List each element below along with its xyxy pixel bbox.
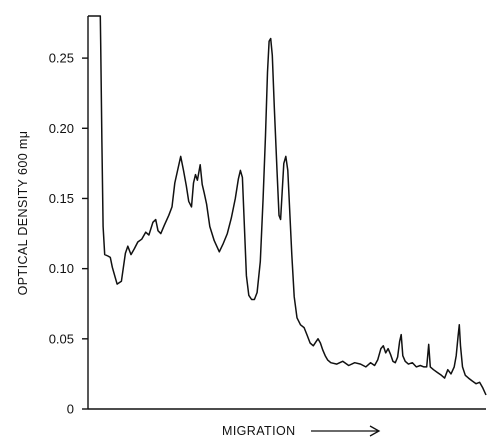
axes: [87, 16, 486, 410]
y-axis-ticks: 0 0.05 0.10 0.15 0.20 0.25: [49, 51, 88, 417]
optical-density-series-line: [88, 15, 487, 396]
y-tick-label: 0: [67, 402, 74, 417]
y-tick-label: 0.25: [49, 51, 74, 66]
y-axis-title: OPTICAL DENSITY 600 mμ: [16, 131, 30, 296]
y-tick-label: 0.10: [49, 261, 74, 276]
y-tick-label: 0.20: [49, 121, 74, 136]
x-axis-title: MIGRATION: [222, 424, 296, 438]
y-tick-label: 0.15: [49, 191, 74, 206]
y-tick-label: 0.05: [49, 331, 74, 346]
arrow-right-icon: [311, 425, 381, 437]
